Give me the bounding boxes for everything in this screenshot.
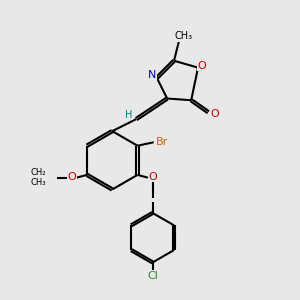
Text: CH₂
CH₃: CH₂ CH₃ — [30, 168, 46, 187]
Text: O: O — [198, 61, 206, 71]
Text: O: O — [148, 172, 157, 182]
Text: H: H — [125, 110, 132, 120]
Text: N: N — [148, 70, 156, 80]
Text: O: O — [210, 109, 219, 119]
Text: CH₃: CH₃ — [174, 31, 192, 41]
Text: O: O — [68, 172, 76, 182]
Text: Cl: Cl — [147, 271, 158, 281]
Text: Br: Br — [155, 137, 168, 147]
